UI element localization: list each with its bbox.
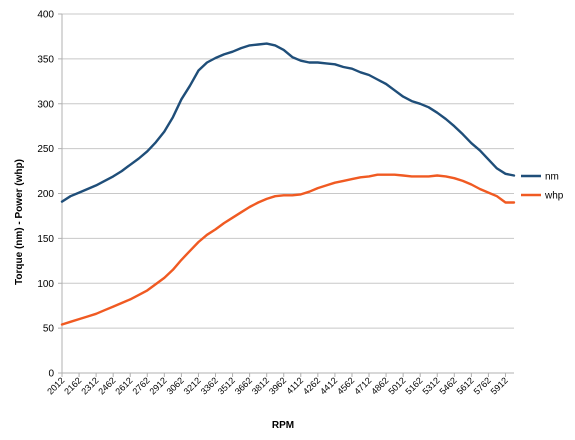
x-tick-label: 2762 [130, 375, 151, 396]
series-line-nm [60, 42, 516, 203]
x-tick-label: 4412 [318, 375, 339, 396]
series-lines [60, 42, 516, 326]
x-tick-label: 5762 [472, 375, 493, 396]
x-axis-title: RPM [272, 420, 294, 431]
x-tick-label: 2312 [79, 375, 100, 396]
x-tick-label: 4862 [369, 375, 390, 396]
y-tick-label: 300 [37, 99, 54, 110]
x-tick-label: 5612 [455, 375, 476, 396]
series-line-whp [60, 173, 516, 326]
x-tick-label: 5462 [437, 375, 458, 396]
x-tick-label: 5162 [403, 375, 424, 396]
y-tick-label: 250 [37, 144, 54, 155]
y-tick-label: 0 [48, 369, 54, 380]
y-tick-label: 350 [37, 54, 54, 65]
x-tick-label: 2612 [113, 375, 134, 396]
x-tick-label: 4112 [284, 375, 305, 396]
y-tick-label: 400 [37, 10, 54, 21]
y-tick-label: 100 [37, 279, 54, 290]
x-tick-label: 2162 [62, 375, 83, 396]
x-tick-label: 2912 [148, 375, 169, 396]
x-axis-ticks: 2012216223122462261227622912306232123362… [45, 373, 510, 397]
y-tick-label: 50 [43, 324, 55, 335]
legend-label-whp: whp [544, 191, 564, 202]
legend-label-nm: nm [545, 172, 559, 183]
x-tick-label: 4262 [301, 375, 322, 396]
x-tick-label: 5012 [386, 375, 407, 396]
x-tick-label: 3812 [250, 375, 271, 396]
y-tick-label: 200 [37, 189, 54, 200]
x-tick-label: 5912 [489, 375, 510, 396]
x-tick-label: 3212 [182, 375, 203, 396]
legend: nm whp [521, 172, 564, 202]
gridlines [62, 13, 514, 374]
y-tick-label: 150 [37, 234, 54, 245]
x-tick-label: 3662 [233, 375, 254, 396]
x-tick-label: 5312 [420, 375, 441, 396]
y-axis-title: Torque (nm) - Power (whp) [14, 159, 25, 285]
x-tick-label: 4562 [335, 375, 356, 396]
x-tick-label: 4712 [352, 375, 373, 396]
x-tick-label: 3512 [216, 375, 237, 396]
x-tick-label: 2462 [96, 375, 117, 396]
x-tick-label: 3062 [165, 375, 186, 396]
x-tick-label: 3362 [199, 375, 220, 396]
y-axis-ticks: 0 50 100 150 200 250 300 350 400 [37, 10, 62, 380]
x-tick-label: 3962 [267, 375, 288, 396]
